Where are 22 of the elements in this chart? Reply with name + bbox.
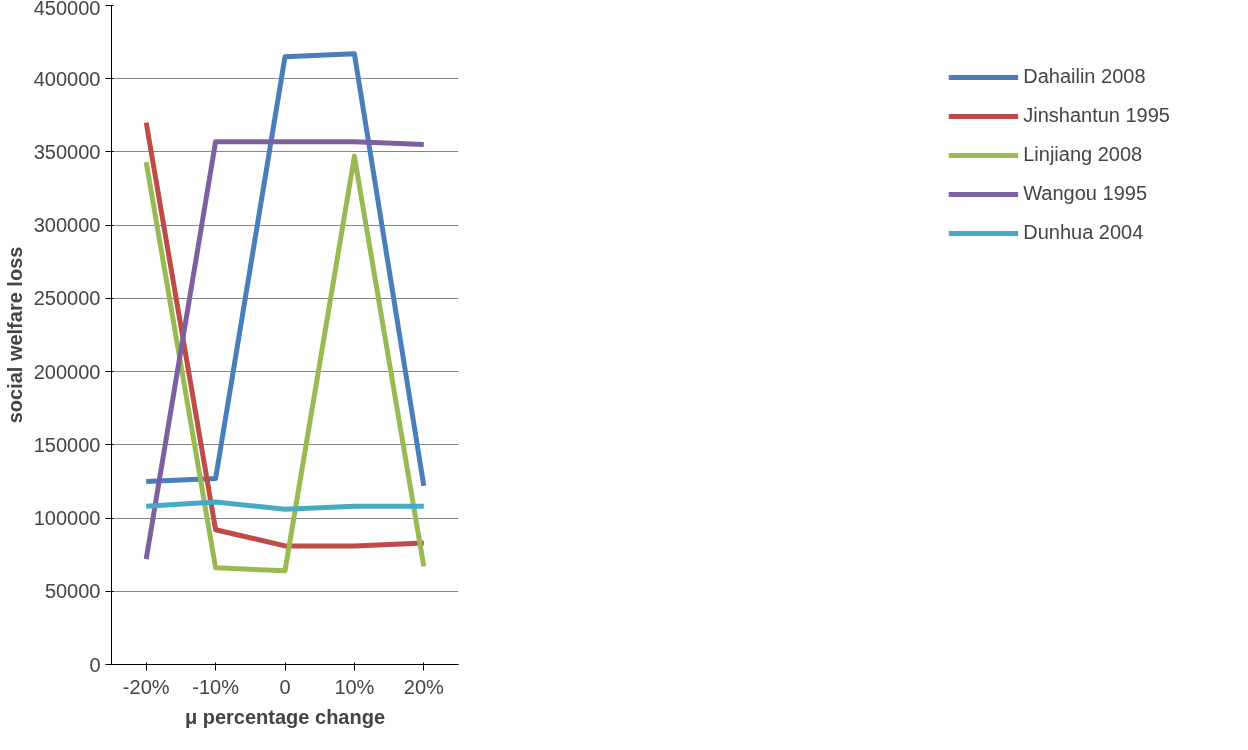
legend-label: Linjiang 2008	[1023, 143, 1143, 166]
legend-label: Wangou 1995	[1023, 182, 1148, 205]
y-tick-label: 0	[89, 653, 101, 676]
y-tick-label: 400000	[33, 67, 101, 90]
y-tick-label: 150000	[33, 433, 101, 456]
y-tick-label: 200000	[33, 360, 101, 383]
legend-label: Dahailin 2008	[1023, 65, 1146, 88]
legend-label: Dunhua 2004	[1023, 221, 1144, 244]
legend-label: Jinshantun 1995	[1023, 104, 1170, 127]
y-axis-title: social welfare loss	[3, 246, 26, 424]
x-tick-label: 20%	[403, 675, 445, 698]
x-tick-label: -20%	[122, 675, 170, 698]
y-tick-label: 300000	[33, 214, 101, 237]
y-tick-label: 50000	[44, 580, 101, 603]
y-tick-label: 450000	[33, 0, 101, 19]
x-tick-label: 10%	[334, 675, 375, 698]
y-tick-label: 250000	[33, 287, 101, 310]
x-tick-label: 0	[279, 675, 291, 698]
y-tick-label: 100000	[33, 507, 101, 530]
x-axis-title: μ percentage change	[184, 705, 386, 728]
y-tick-label: 350000	[33, 140, 101, 163]
x-tick-label: -10%	[192, 675, 240, 698]
